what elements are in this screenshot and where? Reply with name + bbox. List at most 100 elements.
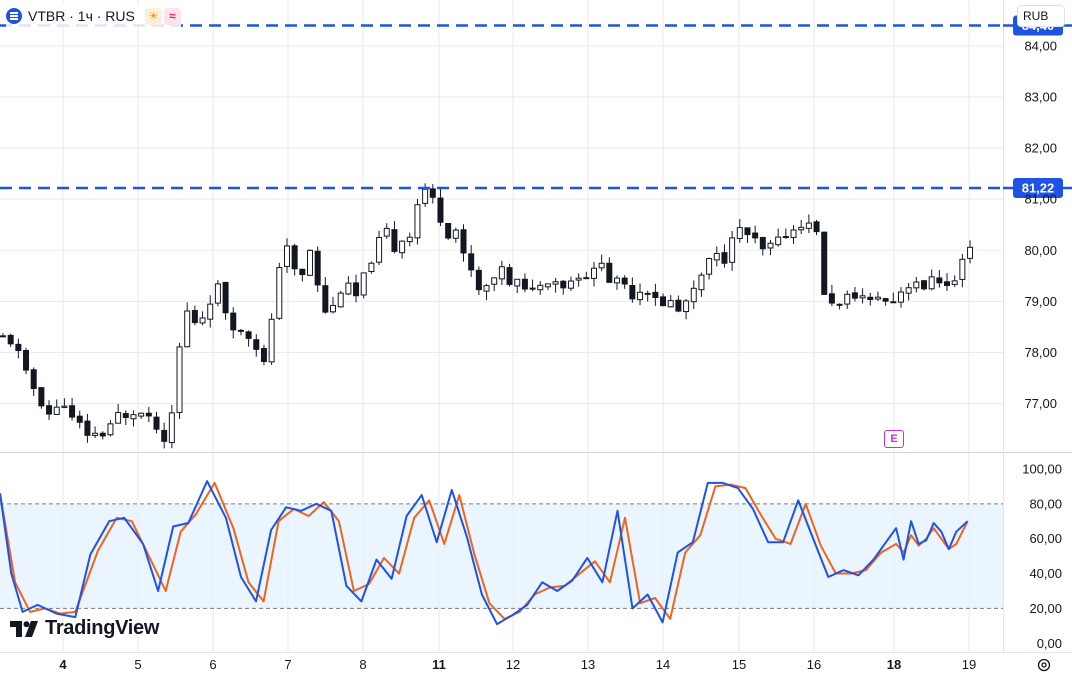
candle-body (422, 188, 429, 204)
candle-body (859, 295, 866, 299)
candle-body (406, 236, 413, 243)
candle-body (836, 303, 843, 306)
time-tick-label: 14 (656, 657, 670, 672)
candle-body (621, 277, 628, 285)
candle-body (744, 227, 751, 236)
candle-body (145, 412, 152, 417)
time-tick-label: 6 (209, 657, 216, 672)
candle-body (299, 268, 306, 276)
candle-body (967, 246, 974, 259)
candle-body (729, 237, 736, 263)
candle-body (276, 267, 283, 319)
currency-button[interactable]: RUB (1017, 5, 1065, 27)
candle-body (391, 229, 398, 252)
candle-body (598, 262, 605, 269)
candle-body (752, 232, 759, 239)
tradingview-logo[interactable]: TradingView (10, 617, 159, 640)
stoch-tick-label: 40,00 (1029, 566, 1062, 581)
candle-body (782, 236, 789, 239)
candle-body (230, 312, 237, 331)
candle-body (314, 250, 321, 286)
candle-body (683, 300, 690, 313)
candle-body (291, 245, 298, 270)
candle-body (813, 221, 820, 233)
level-price-label-bg (1013, 177, 1063, 198)
candle-body (184, 310, 191, 348)
candle-body (959, 258, 966, 280)
time-tick-label: 11 (432, 657, 446, 672)
candle-body (468, 253, 475, 271)
candle-body (521, 278, 528, 290)
candle-body (115, 412, 122, 424)
candle-body (544, 283, 551, 288)
price-tick-label: 82,00 (1024, 141, 1057, 156)
candle-body (706, 258, 713, 275)
candle-body (529, 287, 536, 290)
time-tick-label: 4 (59, 657, 67, 672)
candle-body (483, 285, 490, 292)
candle-body (168, 412, 175, 444)
logo-text: TradingView (45, 617, 160, 639)
candle-body (322, 285, 329, 313)
stoch-tick-label: 60,00 (1029, 531, 1062, 546)
candle-body (921, 280, 927, 290)
candle-body (790, 229, 797, 238)
candle-body (844, 293, 851, 305)
candle-body (161, 429, 168, 442)
candle-body (537, 284, 544, 291)
candle-body (583, 277, 590, 280)
price-tick-label: 81,00 (1024, 192, 1057, 207)
candle-body (897, 291, 904, 303)
candle-body (437, 197, 444, 223)
candle-body (675, 299, 682, 312)
candle-body (353, 282, 360, 297)
candle-body (452, 229, 459, 239)
time-tick-label: 16 (807, 657, 821, 672)
candle-body (383, 227, 390, 237)
earnings-event-marker[interactable]: E (884, 430, 904, 448)
stoch-tick-label: 100,00 (1022, 461, 1062, 476)
candle-body (245, 331, 252, 339)
time-tick-label: 15 (732, 657, 746, 672)
settings-gear-icon[interactable] (1036, 657, 1052, 673)
candle-body (207, 303, 214, 320)
candle-body (736, 227, 743, 239)
symbol-logo-icon (6, 8, 22, 24)
candle-body (138, 412, 145, 417)
candle-body (222, 281, 229, 314)
candle-body (429, 188, 436, 198)
symbol-header[interactable]: VTBR · 1ч · RUS ☀ ≈ (6, 5, 181, 27)
candle-body (660, 296, 667, 307)
symbol-title[interactable]: VTBR · 1ч · RUS (28, 8, 135, 24)
candle-body (614, 277, 620, 284)
level-price-label: 81,22 (1022, 180, 1055, 195)
candle-body (69, 405, 76, 418)
candle-body (153, 416, 160, 430)
candle-body (928, 276, 935, 290)
candle-body (828, 293, 835, 304)
time-tick-label: 19 (962, 657, 976, 672)
time-tick-label: 12 (506, 657, 520, 672)
candle-body (913, 281, 920, 289)
candle-body (667, 300, 674, 308)
candle-body (7, 334, 14, 345)
candle-body (944, 281, 951, 286)
candle-body (130, 414, 137, 420)
candle-body (882, 298, 889, 302)
candle-body (867, 296, 874, 301)
candle-body (23, 349, 30, 371)
candle-body (307, 249, 313, 276)
candle-body (368, 262, 375, 272)
candle-body (38, 387, 45, 407)
candle-body (936, 277, 943, 284)
stoch-tick-label: 0,00 (1037, 636, 1062, 651)
candle-body (475, 269, 482, 291)
candle-body (874, 296, 881, 300)
candle-body (460, 229, 467, 254)
data-delay-icon[interactable]: ≈ (163, 7, 181, 25)
candle-body (84, 420, 91, 436)
market-hours-icon[interactable]: ☀ (144, 7, 162, 25)
candle-body (567, 280, 574, 289)
